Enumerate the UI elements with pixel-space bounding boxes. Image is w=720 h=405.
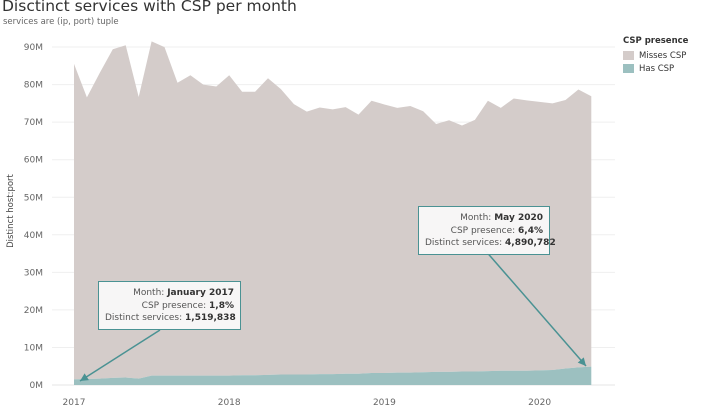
tooltip-month-label: Month: — [133, 288, 165, 298]
legend-item-misses-csp[interactable]: Misses CSP — [623, 49, 688, 62]
tooltip-csp-row: CSP presence: 6,4% — [425, 225, 543, 238]
tooltip-csp-value: 6,4% — [518, 225, 543, 236]
legend-swatch-misses-csp — [623, 51, 634, 60]
y-tick-label: 0M — [30, 381, 44, 391]
tooltip-services-row: Distinct services: 4,890,782 — [425, 237, 556, 250]
tooltip-month-label: Month: — [460, 213, 492, 223]
tooltip-month-value: May 2020 — [494, 213, 543, 223]
annotation-arrow-may-2020 — [483, 248, 587, 367]
chart-title: Disctinct services with CSP per month — [2, 0, 297, 15]
chart-subtitle: services are (ip, port) tuple — [3, 17, 119, 27]
tooltip-services-value: 1,519,838 — [185, 313, 236, 323]
y-tick-label: 10M — [24, 343, 43, 353]
y-tick-label: 40M — [24, 231, 43, 241]
tooltip-january-2017: Month: January 2017 CSP presence: 1,8% D… — [98, 281, 241, 330]
tooltip-services-label: Distinct services: — [105, 313, 183, 323]
tooltip-month-row: Month: May 2020 — [425, 212, 543, 225]
legend-label-misses-csp: Misses CSP — [639, 50, 687, 61]
y-tick-label: 80M — [24, 81, 43, 91]
legend: CSP presence Misses CSP Has CSP — [623, 36, 688, 75]
y-tick-label: 70M — [24, 118, 43, 128]
legend-title: CSP presence — [623, 36, 689, 46]
y-tick-label: 60M — [24, 156, 43, 166]
y-tick-label: 30M — [24, 268, 43, 278]
y-axis-label: Distinct host:port — [6, 173, 16, 247]
legend-swatch-has-csp — [623, 64, 634, 73]
x-tick-label: 2018 — [218, 398, 241, 405]
y-tick-label: 90M — [24, 43, 43, 53]
tooltip-csp-value: 1,8% — [209, 300, 234, 311]
tooltip-services-value: 4,890,782 — [505, 238, 556, 248]
y-tick-label: 50M — [24, 193, 43, 203]
tooltip-services-label: Distinct services: — [425, 238, 503, 248]
tooltip-services-row: Distinct services: 1,519,838 — [105, 312, 236, 325]
annotation-arrow-may-2020-head — [577, 357, 586, 366]
tooltip-csp-label: CSP presence: — [450, 225, 516, 236]
x-tick-label: 2019 — [373, 398, 396, 405]
legend-label-has-csp: Has CSP — [639, 63, 675, 74]
x-tick-label: 2017 — [63, 398, 86, 405]
y-tick-label: 20M — [24, 306, 43, 316]
legend-item-has-csp[interactable]: Has CSP — [623, 62, 688, 75]
annotation-arrow-january-2017 — [79, 329, 161, 382]
annotation-arrow-january-2017-head — [80, 373, 89, 381]
tooltip-month-value: January 2017 — [167, 288, 234, 298]
tooltip-csp-label: CSP presence: — [141, 300, 207, 311]
tooltip-month-row: Month: January 2017 — [105, 287, 234, 300]
tooltip-may-2020: Month: May 2020 CSP presence: 6,4% Disti… — [418, 206, 556, 255]
x-tick-label: 2020 — [528, 398, 551, 405]
tooltip-csp-row: CSP presence: 1,8% — [105, 300, 234, 313]
area-has-csp — [74, 366, 592, 385]
